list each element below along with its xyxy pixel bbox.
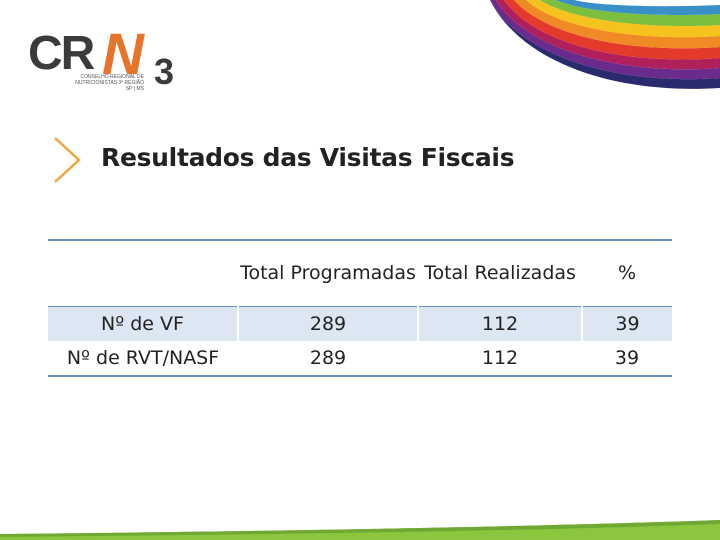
logo-subtitle-line: Nutricionistas 3ª Região	[75, 80, 144, 86]
decorative-swirl	[490, 0, 720, 100]
results-table: Total Programadas Total Realizadas % Nº …	[48, 239, 672, 377]
logo-digit: 3	[154, 51, 175, 92]
logo-subtitle: Conselho Regional de Nutricionistas 3ª R…	[34, 74, 144, 92]
header-empty	[48, 239, 238, 307]
cell-percent: 39	[582, 341, 672, 377]
cell-realizadas: 112	[417, 306, 582, 341]
crn3-logo: CR N 3 Conselho Regional de Nutricionist…	[28, 26, 188, 96]
row-label: Nº de RVT/NASF	[48, 341, 238, 377]
cell-programadas: 289	[237, 306, 418, 341]
logo-letters: CR	[28, 27, 95, 80]
footer-swoosh	[0, 520, 720, 540]
logo-subtitle-line: SP | MS	[125, 86, 144, 92]
table-row: Nº de VF 289 112 39	[48, 306, 672, 341]
table-header-row: Total Programadas Total Realizadas %	[48, 239, 672, 307]
table-row: Nº de RVT/NASF 289 112 39	[48, 341, 672, 377]
page-title: Resultados das Visitas Fiscais	[101, 143, 515, 172]
logo-subtitle-line: Conselho Regional de	[80, 74, 144, 80]
logo-n: N	[102, 22, 144, 87]
cell-programadas: 289	[238, 341, 418, 377]
cell-realizadas: 112	[418, 341, 582, 377]
header-percent: %	[582, 239, 672, 307]
cell-percent: 39	[581, 306, 672, 341]
chevron-right-icon	[54, 137, 81, 183]
header-total-realizadas: Total Realizadas	[418, 239, 582, 307]
row-label: Nº de VF	[48, 306, 238, 341]
header-total-programadas: Total Programadas	[238, 239, 418, 307]
